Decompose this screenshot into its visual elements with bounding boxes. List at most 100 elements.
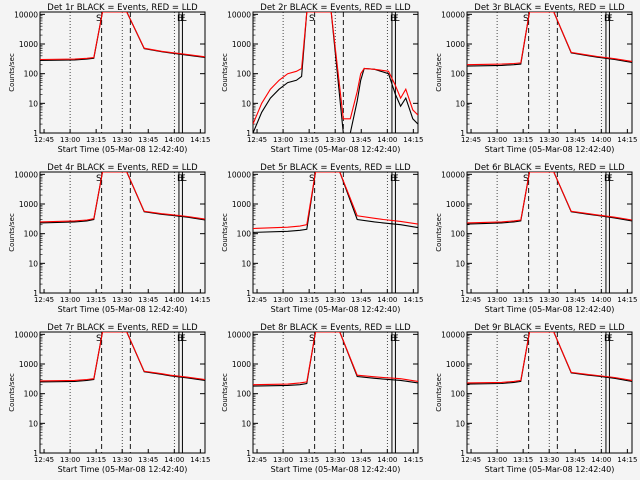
x-tick-label: 13:30 bbox=[539, 456, 559, 464]
y-tick-label: 10000 bbox=[441, 330, 465, 339]
y-tick-label: 1000 bbox=[19, 40, 38, 49]
y-tick-label: 1 bbox=[460, 449, 465, 458]
y-tick-label: 10 bbox=[455, 419, 465, 428]
marker-label-s: S bbox=[523, 14, 529, 24]
series-line-lld bbox=[466, 172, 632, 224]
y-axis-label: Counts/sec bbox=[221, 53, 229, 92]
y-tick-label: 100 bbox=[237, 70, 252, 79]
x-tick-label: 13:15 bbox=[513, 456, 533, 464]
chart-title: Det 7r BLACK = Events, RED = LLD bbox=[47, 323, 198, 333]
marker-label-s: S bbox=[309, 334, 315, 344]
x-tick-label: 13:30 bbox=[325, 456, 345, 464]
marker-label-f: F bbox=[607, 174, 612, 184]
y-tick-label: 10 bbox=[242, 99, 252, 108]
marker-label-e: E bbox=[177, 334, 183, 344]
x-axis-label: Start Time (05-Mar-08 12:42:40) bbox=[271, 305, 401, 314]
y-tick-label: 1 bbox=[33, 289, 38, 298]
x-tick-label: 13:00 bbox=[487, 136, 507, 144]
y-tick-label: 10 bbox=[455, 259, 465, 268]
x-tick-label: 12:45 bbox=[247, 136, 267, 144]
chart-title: Det 3r BLACK = Events, RED = LLD bbox=[474, 3, 625, 13]
x-tick-label: 13:15 bbox=[299, 456, 319, 464]
series-line-lld bbox=[253, 332, 419, 386]
panel-det-9: Det 9r BLACK = Events, RED = LLD S E F L 1 10 1… bbox=[427, 320, 640, 480]
y-axis-label: Counts/sec bbox=[221, 373, 229, 412]
series-line-lld bbox=[253, 12, 419, 125]
y-tick-label: 10 bbox=[455, 99, 465, 108]
x-tick-label: 13:30 bbox=[112, 296, 132, 304]
marker-label-e: E bbox=[177, 174, 183, 184]
x-tick-label: 13:45 bbox=[351, 136, 371, 144]
x-tick-label: 13:45 bbox=[565, 296, 585, 304]
x-tick-label: 13:45 bbox=[351, 456, 371, 464]
marker-label-l: L bbox=[395, 14, 400, 24]
x-tick-label: 14:15 bbox=[190, 456, 210, 464]
y-axis-label: Counts/sec bbox=[8, 53, 16, 92]
y-tick-label: 100 bbox=[450, 230, 465, 239]
x-tick-label: 12:45 bbox=[461, 456, 481, 464]
marker-label-e: E bbox=[604, 334, 610, 344]
x-tick-label: 14:00 bbox=[378, 296, 398, 304]
y-tick-label: 100 bbox=[237, 390, 252, 399]
marker-label-s: S bbox=[96, 174, 102, 184]
x-tick-label: 14:15 bbox=[404, 456, 424, 464]
y-tick-label: 10 bbox=[242, 419, 252, 428]
chart-title: Det 6r BLACK = Events, RED = LLD bbox=[474, 163, 625, 173]
y-axis-label: Counts/sec bbox=[435, 373, 443, 412]
x-tick-label: 13:45 bbox=[351, 296, 371, 304]
marker-label-e: E bbox=[390, 334, 396, 344]
y-axis-label: Counts/sec bbox=[8, 373, 16, 412]
panel-det-2: Det 2r BLACK = Events, RED = LLD S E F L 1 10 1… bbox=[213, 0, 426, 160]
y-tick-label: 10 bbox=[28, 99, 38, 108]
y-axis-label: Counts/sec bbox=[435, 213, 443, 252]
y-tick-label: 10000 bbox=[441, 170, 465, 179]
x-tick-label: 13:00 bbox=[273, 136, 293, 144]
x-tick-label: 13:00 bbox=[60, 456, 80, 464]
y-tick-label: 1 bbox=[247, 449, 252, 458]
y-tick-label: 100 bbox=[450, 390, 465, 399]
panel-det-4: Det 4r BLACK = Events, RED = LLD S E F L 1 10 1… bbox=[0, 160, 213, 320]
series-line-lld bbox=[466, 12, 632, 66]
y-tick-label: 1000 bbox=[232, 40, 251, 49]
x-tick-label: 14:15 bbox=[617, 456, 637, 464]
x-tick-label: 13:30 bbox=[539, 136, 559, 144]
marker-label-l: L bbox=[608, 14, 613, 24]
x-tick-label: 12:45 bbox=[247, 456, 267, 464]
marker-label-l: L bbox=[181, 334, 186, 344]
x-tick-label: 14:15 bbox=[404, 136, 424, 144]
y-tick-label: 10000 bbox=[227, 330, 251, 339]
y-tick-label: 100 bbox=[24, 390, 39, 399]
x-tick-label: 14:15 bbox=[617, 136, 637, 144]
y-tick-label: 1000 bbox=[446, 360, 465, 369]
x-tick-label: 13:30 bbox=[325, 296, 345, 304]
y-tick-label: 10000 bbox=[14, 330, 38, 339]
marker-label-l: L bbox=[181, 14, 186, 24]
x-axis-label: Start Time (05-Mar-08 12:42:40) bbox=[58, 465, 188, 474]
x-tick-label: 13:45 bbox=[138, 136, 158, 144]
y-tick-label: 100 bbox=[24, 70, 39, 79]
panel-det-6: Det 6r BLACK = Events, RED = LLD S E F L 1 10 1… bbox=[427, 160, 640, 320]
marker-label-s: S bbox=[523, 334, 529, 344]
series-line-events bbox=[466, 12, 632, 67]
y-tick-label: 10000 bbox=[227, 10, 251, 19]
x-tick-label: 12:45 bbox=[247, 296, 267, 304]
chart-title: Det 9r BLACK = Events, RED = LLD bbox=[474, 323, 625, 333]
panel-det-8: Det 8r BLACK = Events, RED = LLD S E F L 1 10 1… bbox=[213, 320, 426, 480]
marker-label-s: S bbox=[96, 334, 102, 344]
x-tick-label: 12:45 bbox=[34, 456, 54, 464]
x-tick-label: 13:45 bbox=[565, 136, 585, 144]
x-tick-label: 14:00 bbox=[591, 456, 611, 464]
y-tick-label: 1 bbox=[460, 129, 465, 138]
marker-label-l: L bbox=[395, 334, 400, 344]
x-tick-label: 12:45 bbox=[461, 136, 481, 144]
marker-label-s: S bbox=[523, 174, 529, 184]
x-tick-label: 13:00 bbox=[273, 456, 293, 464]
y-axis-label: Counts/sec bbox=[221, 213, 229, 252]
y-tick-label: 1 bbox=[33, 129, 38, 138]
series-line-events bbox=[466, 172, 632, 225]
